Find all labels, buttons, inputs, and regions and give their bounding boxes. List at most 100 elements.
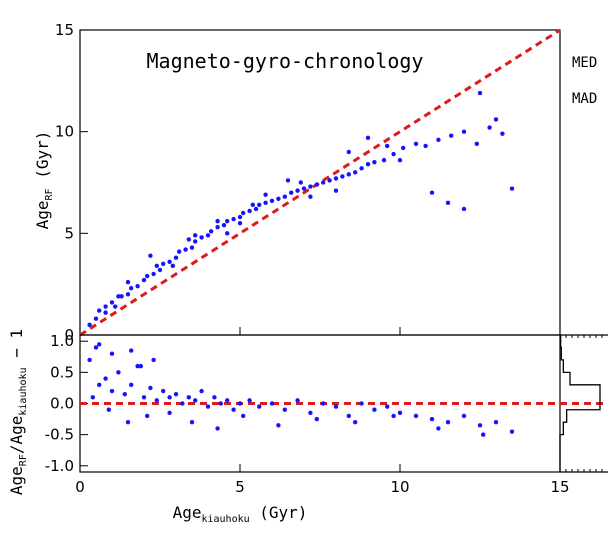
top-scatter-point <box>157 267 163 273</box>
bottom-scatter-point <box>295 398 300 403</box>
top-scatter-point <box>308 184 313 189</box>
top-scatter-point <box>241 210 246 216</box>
top-scatter-point <box>183 247 188 252</box>
top-scatter-point <box>173 255 179 260</box>
top-scatter-point <box>282 194 287 199</box>
bottom-scatter-point <box>189 419 195 425</box>
top-scatter-point <box>215 218 220 224</box>
bottom-y-tick-label: -1.0 <box>45 457 74 475</box>
top-scatter-point <box>215 225 220 230</box>
top-scatter-point <box>257 202 262 208</box>
top-scatter-point <box>87 322 92 328</box>
bottom-scatter-point <box>397 410 403 416</box>
bottom-scatter-point <box>461 413 467 419</box>
top-y-tick-label: 0 <box>64 326 74 344</box>
top-scatter-point <box>500 131 505 136</box>
x-axis-label: Agekiauhoku (Gyr) <box>173 503 308 525</box>
top-scatter-point <box>237 220 243 226</box>
top-scatter-point <box>391 151 396 157</box>
top-scatter-point <box>237 214 243 220</box>
bottom-scatter-point <box>205 404 211 409</box>
top-scatter-point <box>119 294 124 299</box>
top-scatter-point <box>298 180 303 185</box>
top-scatter-point <box>429 190 435 195</box>
top-scatter-point <box>509 186 515 191</box>
top-scatter-point <box>148 253 153 258</box>
top-scatter-point <box>474 141 479 147</box>
bottom-scatter-point <box>391 413 396 419</box>
bottom-scatter-point <box>173 391 179 397</box>
bottom-scatter-point <box>346 413 351 419</box>
top-y-tick-label: 10 <box>55 123 74 141</box>
top-scatter-point <box>189 245 195 250</box>
bottom-scatter-point <box>135 363 140 369</box>
histogram-step-line <box>559 335 601 472</box>
top-scatter-point <box>365 135 371 140</box>
top-scatter-point <box>269 198 275 203</box>
top-scatter-point <box>125 279 131 285</box>
bottom-scatter-point <box>308 410 313 416</box>
chart-title: Magneto-gyro-chronology <box>147 49 424 73</box>
bottom-scatter-point <box>241 413 246 419</box>
top-y-tick-label: 15 <box>55 21 74 39</box>
bottom-scatter-point <box>333 404 339 409</box>
top-scatter-point <box>93 316 99 321</box>
top-scatter-point <box>401 145 406 151</box>
stat-label-mad: MAD <box>572 91 597 107</box>
top-scatter-point <box>477 90 483 96</box>
bottom-scatter-point <box>90 395 96 400</box>
top-scatter-point <box>263 200 268 206</box>
bottom-scatter-point <box>109 388 115 394</box>
bottom-scatter-point <box>247 398 252 403</box>
bottom-scatter-point <box>138 363 143 369</box>
top-scatter-point <box>199 235 204 240</box>
bottom-scatter-point <box>97 342 102 347</box>
bottom-scatter-point <box>445 419 451 425</box>
bottom-scatter-point <box>269 401 275 406</box>
x-tick-label: 15 <box>550 478 569 496</box>
top-scatter-point <box>461 129 467 134</box>
top-scatter-point <box>225 231 230 236</box>
bottom-scatter-point <box>372 407 377 412</box>
bottom-scatter-point <box>106 407 112 412</box>
bottom-scatter-point <box>193 398 198 403</box>
bottom-scatter-point <box>122 391 128 397</box>
bottom-scatter-point <box>145 413 150 419</box>
top-scatter-point <box>205 233 211 238</box>
top-scatter-point <box>436 137 441 142</box>
top-scatter-point <box>253 206 259 212</box>
top-scatter-point <box>225 218 230 224</box>
bottom-scatter-point <box>509 429 515 434</box>
top-scatter-point <box>250 202 255 208</box>
top-scatter-point <box>487 125 492 130</box>
bottom-scatter-point <box>199 388 204 394</box>
top-scatter-point <box>397 157 403 163</box>
bottom-scatter-point <box>413 413 419 419</box>
bottom-y-tick-label: -0.5 <box>45 426 74 444</box>
top-scatter-point <box>346 149 351 155</box>
bottom-panel: -1.0 -0.5 0.0 0.5 1.0 0 5 10 15 <box>45 332 608 496</box>
bottom-y-tick-label: 0.0 <box>50 395 74 413</box>
top-scatter-point <box>135 284 140 289</box>
bottom-scatter-point <box>103 376 108 381</box>
bottom-scatter-point <box>276 423 281 428</box>
top-scatter-point <box>445 200 451 206</box>
bottom-scatter-point <box>151 357 156 363</box>
bottom-scatter-point <box>87 357 92 363</box>
bottom-scatter-point <box>218 401 223 406</box>
top-scatter-point <box>333 188 339 193</box>
top-scatter-point <box>109 300 115 305</box>
y-axis-label-bottom: AgeRF/Agekiauhoku − 1 <box>7 329 29 495</box>
top-scatter-point <box>413 141 419 147</box>
bottom-scatter-point <box>167 410 172 416</box>
top-scatter-point <box>193 233 198 238</box>
top-scatter-point <box>381 157 387 163</box>
bottom-scatter-point <box>353 419 358 425</box>
top-scatter-point <box>276 196 281 201</box>
bottom-scatter-point <box>493 419 499 425</box>
top-scatter-point <box>161 261 166 267</box>
bottom-scatter-point <box>161 388 166 394</box>
bottom-scatter-point <box>129 382 134 388</box>
x-tick-label: 10 <box>390 478 409 496</box>
